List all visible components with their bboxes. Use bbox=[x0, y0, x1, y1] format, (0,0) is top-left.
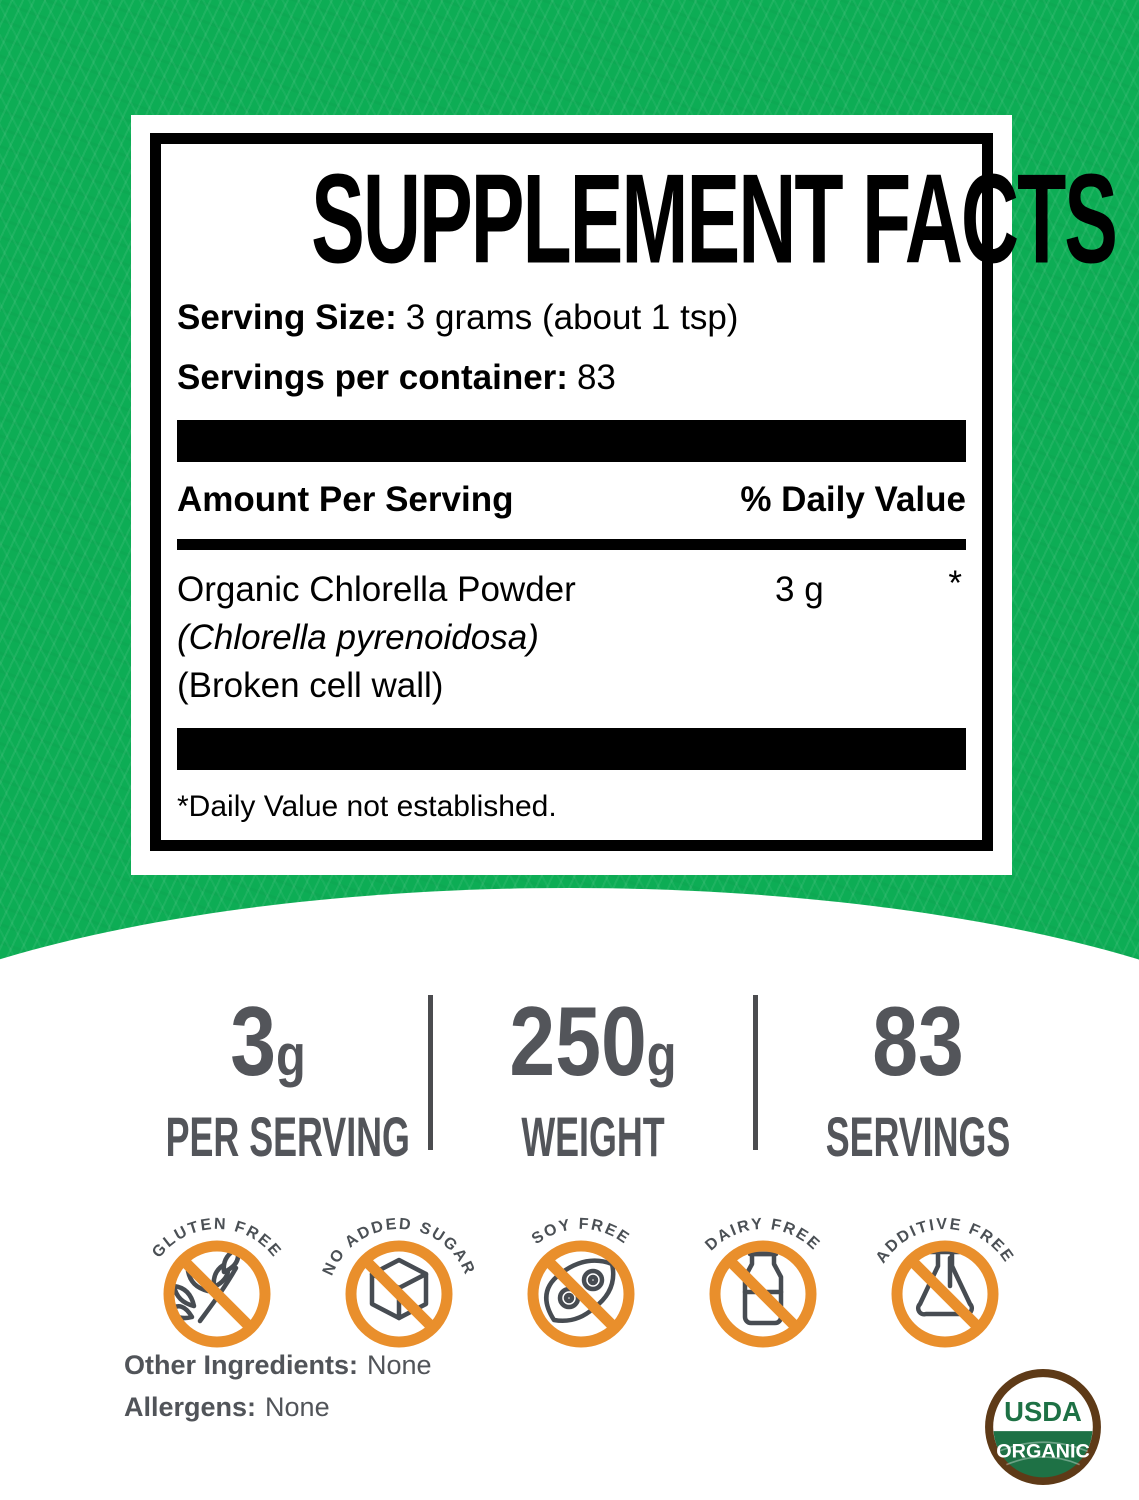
facts-title: SUPPLEMENT FACTS bbox=[311, 148, 1118, 290]
other-ingredients-value: None bbox=[367, 1350, 432, 1380]
divider-bar-bottom bbox=[177, 728, 966, 770]
serving-size-line: Serving Size: 3 grams (about 1 tsp) bbox=[177, 298, 966, 338]
soy-free-badge: SOY FREE bbox=[527, 1216, 634, 1348]
organic-text: ORGANIC bbox=[996, 1441, 1090, 1463]
fineprint-block: Other Ingredients: None Allergens: None bbox=[124, 1348, 432, 1424]
stat-value: 83 bbox=[872, 986, 964, 1096]
free-from-badges-row: GLUTEN FREE NO ADDED SUGAR bbox=[0, 1178, 1139, 1350]
ingredient-name: Organic Chlorella Powder bbox=[177, 570, 576, 609]
allergens-value: None bbox=[265, 1392, 330, 1422]
stat-label: WEIGHT bbox=[521, 1105, 665, 1168]
stat-value: 250g bbox=[509, 986, 677, 1096]
gluten-free-badge: GLUTEN FREE bbox=[149, 1216, 285, 1348]
amount-per-serving-header: Amount Per Serving bbox=[177, 480, 514, 519]
svg-text:GLUTEN FREE: GLUTEN FREE bbox=[149, 1216, 285, 1261]
divider-bar-top bbox=[177, 420, 966, 462]
stat-label: PER SERVING bbox=[165, 1105, 410, 1168]
no-added-sugar-badge: NO ADDED SUGAR bbox=[319, 1216, 476, 1348]
usda-text: USDA bbox=[1004, 1396, 1082, 1427]
stat-weight: 250g WEIGHT bbox=[433, 986, 753, 1168]
stats-divider bbox=[753, 995, 758, 1150]
stat-per-serving: 3g PER SERVING bbox=[108, 986, 428, 1168]
other-ingredients-label: Other Ingredients: bbox=[124, 1350, 359, 1380]
dairy-free-badge: DAIRY FREE bbox=[702, 1216, 821, 1348]
stat-label: SERVINGS bbox=[825, 1105, 1011, 1168]
flask-icon bbox=[915, 1249, 974, 1317]
allergens-line: Allergens: None bbox=[124, 1390, 432, 1424]
stats-divider bbox=[428, 995, 433, 1150]
servings-value: 83 bbox=[576, 358, 616, 397]
divider-rule bbox=[177, 539, 966, 550]
serving-size-value: 3 grams (about 1 tsp) bbox=[405, 298, 739, 337]
facts-border-box: SUPPLEMENT FACTS Serving Size: 3 grams (a… bbox=[150, 133, 1118, 851]
usda-organic-seal: USDA ORGANIC bbox=[985, 1369, 1101, 1485]
stat-servings: 83 SERVINGS bbox=[758, 986, 1078, 1168]
additive-free-badge: ADDITIVE FREE bbox=[872, 1216, 1015, 1348]
daily-value-footnote: *Daily Value not established. bbox=[177, 790, 557, 823]
stats-row: 3g PER SERVING 250g WEIGHT 83 SERVINGS bbox=[108, 986, 1078, 1168]
ingredient-dv-asterisk: * bbox=[948, 564, 962, 603]
supplement-facts-panel: SUPPLEMENT FACTS Serving Size: 3 grams (a… bbox=[131, 115, 1118, 875]
allergens-label: Allergens: bbox=[124, 1392, 257, 1422]
facts-header-row: Amount Per Serving % Daily Value bbox=[177, 480, 966, 520]
other-ingredients-line: Other Ingredients: None bbox=[124, 1348, 432, 1382]
ingredient-latin-name: (Chlorella pyrenoidosa) bbox=[177, 618, 539, 657]
badge-label: GLUTEN FREE bbox=[149, 1216, 283, 1261]
servings-per-container-line: Servings per container: 83 bbox=[177, 358, 966, 398]
ingredient-note: (Broken cell wall) bbox=[177, 666, 444, 705]
ingredient-amount: 3 g bbox=[775, 570, 824, 609]
stat-value: 3g bbox=[230, 986, 306, 1096]
ingredient-row: Organic Chlorella Powder (Chlorella pyre… bbox=[177, 564, 966, 710]
servings-label: Servings per container: bbox=[177, 358, 568, 397]
daily-value-header: % Daily Value bbox=[740, 480, 966, 519]
serving-size-label: Serving Size: bbox=[177, 298, 397, 337]
